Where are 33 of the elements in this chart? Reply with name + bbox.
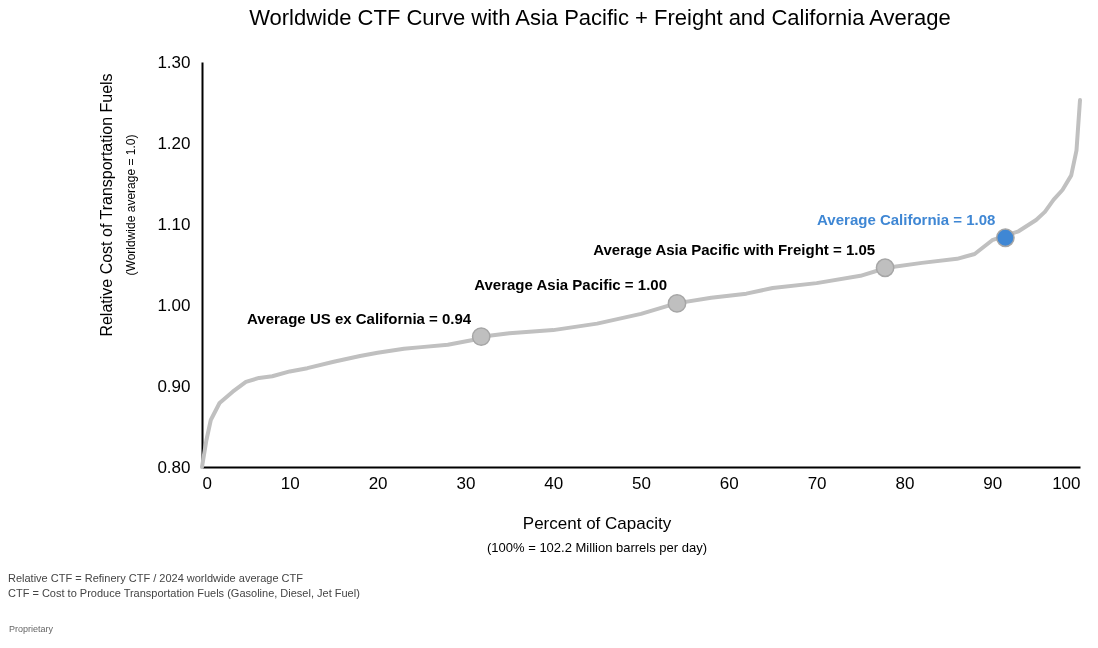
- x-tick-label: 90: [983, 473, 1003, 493]
- x-tick-label: 0: [202, 473, 212, 493]
- text: Proprietary: [9, 624, 54, 634]
- annotation: Average Asia Pacific with Freight = 1.05: [593, 240, 876, 258]
- x-tick-label: 20: [368, 473, 388, 493]
- y-tick-label: 1.20: [157, 133, 191, 153]
- y-tick-label: 1.00: [157, 295, 191, 315]
- chart-title: Worldwide CTF Curve with Asia Pacific + Freight and California Average: [249, 5, 951, 30]
- x-tick-label: 80: [895, 473, 915, 493]
- y-axis-title: Relative Cost of Transportation Fuels: [98, 73, 115, 337]
- y-tick-label: 1.10: [157, 214, 191, 234]
- y-tick-label: 0.80: [157, 457, 191, 477]
- x-tick-label: 50: [632, 473, 651, 493]
- x-tick-label: 100: [1052, 473, 1081, 493]
- point: [667, 293, 687, 313]
- text: Relative CTF = Refinery CTF / 2024 worldwide average CTF: [8, 572, 304, 584]
- x-tick-label: 60: [719, 473, 739, 493]
- x-axis-title: Percent of Capacity: [522, 514, 672, 533]
- y-tick-label: 1.30: [157, 52, 191, 72]
- text: (100% = 102.2 Million barrels per day): [486, 540, 708, 555]
- x-tick-label: 30: [456, 473, 476, 493]
- annotation: Average Asia Pacific = 1.00: [474, 276, 667, 294]
- annotation: Average US ex California = 0.94: [247, 309, 472, 327]
- x-tick-label: 10: [280, 473, 300, 493]
- x-tick-label: 70: [807, 473, 827, 493]
- x-tick-label: 40: [544, 473, 564, 493]
- annotation: Average California = 1.08: [817, 210, 996, 228]
- text: (Worldwide average = 1.0): [124, 134, 138, 276]
- point: [875, 258, 895, 278]
- point: [995, 228, 1015, 248]
- y-tick-label: 0.90: [157, 376, 191, 396]
- text: CTF = Cost to Produce Transportation Fuels (Gasoline, Diesel, Jet Fuel): [8, 587, 360, 599]
- point: [471, 327, 491, 346]
